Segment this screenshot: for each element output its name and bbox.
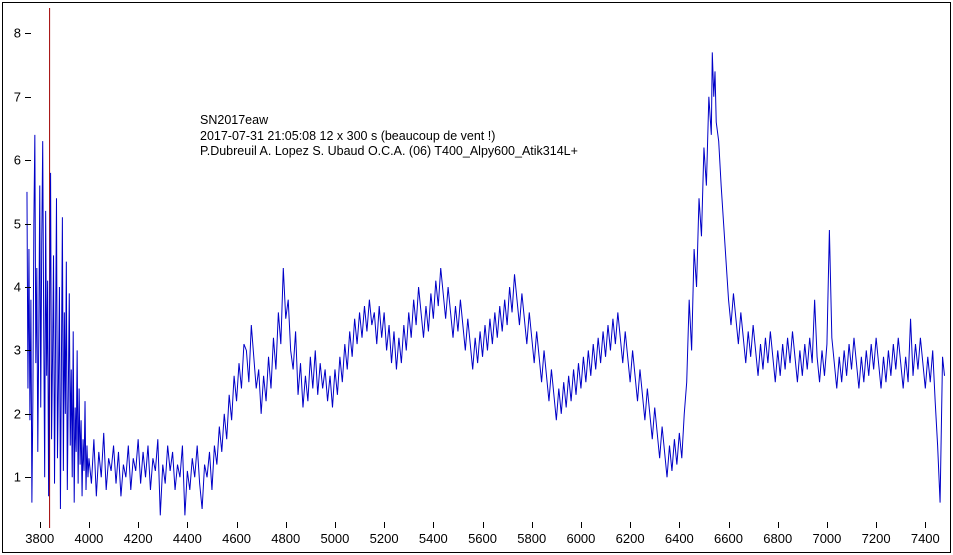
x-tick-label: 6600 bbox=[714, 531, 743, 546]
x-tick-label: 4200 bbox=[124, 531, 153, 546]
x-tick-mark bbox=[187, 522, 188, 528]
x-tick-mark bbox=[237, 522, 238, 528]
x-tick-mark bbox=[40, 522, 41, 528]
x-tick-mark bbox=[778, 522, 779, 528]
x-tick-label: 4600 bbox=[222, 531, 251, 546]
y-tick-label: 7 bbox=[7, 89, 21, 104]
annotation-line: P.Dubreuil A. Lopez S. Ubaud O.C.A. (06)… bbox=[200, 144, 578, 160]
x-tick-label: 4400 bbox=[173, 531, 202, 546]
x-tick-label: 6200 bbox=[616, 531, 645, 546]
annotation-line: SN2017eaw bbox=[200, 113, 578, 129]
x-tick-mark bbox=[384, 522, 385, 528]
spectrum-plot bbox=[25, 8, 945, 528]
x-tick-mark bbox=[925, 522, 926, 528]
x-tick-mark bbox=[433, 522, 434, 528]
y-tick-label: 6 bbox=[7, 153, 21, 168]
x-tick-label: 4800 bbox=[271, 531, 300, 546]
y-tick-label: 1 bbox=[7, 470, 21, 485]
x-tick-label: 5600 bbox=[468, 531, 497, 546]
y-tick-mark bbox=[25, 224, 31, 225]
x-tick-label: 5400 bbox=[419, 531, 448, 546]
x-tick-label: 7200 bbox=[862, 531, 891, 546]
x-tick-mark bbox=[89, 522, 90, 528]
x-tick-mark bbox=[483, 522, 484, 528]
x-tick-label: 5200 bbox=[370, 531, 399, 546]
y-tick-mark bbox=[25, 33, 31, 34]
y-tick-mark bbox=[25, 414, 31, 415]
x-tick-mark bbox=[679, 522, 680, 528]
x-tick-mark bbox=[827, 522, 828, 528]
x-tick-label: 3800 bbox=[25, 531, 54, 546]
x-tick-mark bbox=[630, 522, 631, 528]
x-tick-mark bbox=[532, 522, 533, 528]
x-tick-label: 5800 bbox=[517, 531, 546, 546]
y-tick-mark bbox=[25, 97, 31, 98]
y-tick-label: 4 bbox=[7, 280, 21, 295]
annotation-text: SN2017eaw2017-07-31 21:05:08 12 x 300 s … bbox=[200, 113, 578, 160]
y-tick-label: 2 bbox=[7, 406, 21, 421]
y-tick-label: 8 bbox=[7, 26, 21, 41]
y-tick-mark bbox=[25, 160, 31, 161]
x-tick-mark bbox=[876, 522, 877, 528]
y-tick-mark bbox=[25, 350, 31, 351]
annotation-line: 2017-07-31 21:05:08 12 x 300 s (beaucoup… bbox=[200, 129, 578, 145]
x-tick-mark bbox=[286, 522, 287, 528]
x-tick-label: 4000 bbox=[74, 531, 103, 546]
x-tick-label: 7000 bbox=[812, 531, 841, 546]
x-tick-label: 6400 bbox=[665, 531, 694, 546]
y-tick-mark bbox=[25, 287, 31, 288]
y-tick-label: 5 bbox=[7, 216, 21, 231]
y-tick-mark bbox=[25, 477, 31, 478]
x-tick-label: 7400 bbox=[911, 531, 940, 546]
x-tick-label: 5000 bbox=[320, 531, 349, 546]
x-tick-label: 6000 bbox=[566, 531, 595, 546]
x-tick-label: 6800 bbox=[763, 531, 792, 546]
y-tick-label: 3 bbox=[7, 343, 21, 358]
x-tick-mark bbox=[581, 522, 582, 528]
x-tick-mark bbox=[729, 522, 730, 528]
x-tick-mark bbox=[335, 522, 336, 528]
x-tick-mark bbox=[138, 522, 139, 528]
